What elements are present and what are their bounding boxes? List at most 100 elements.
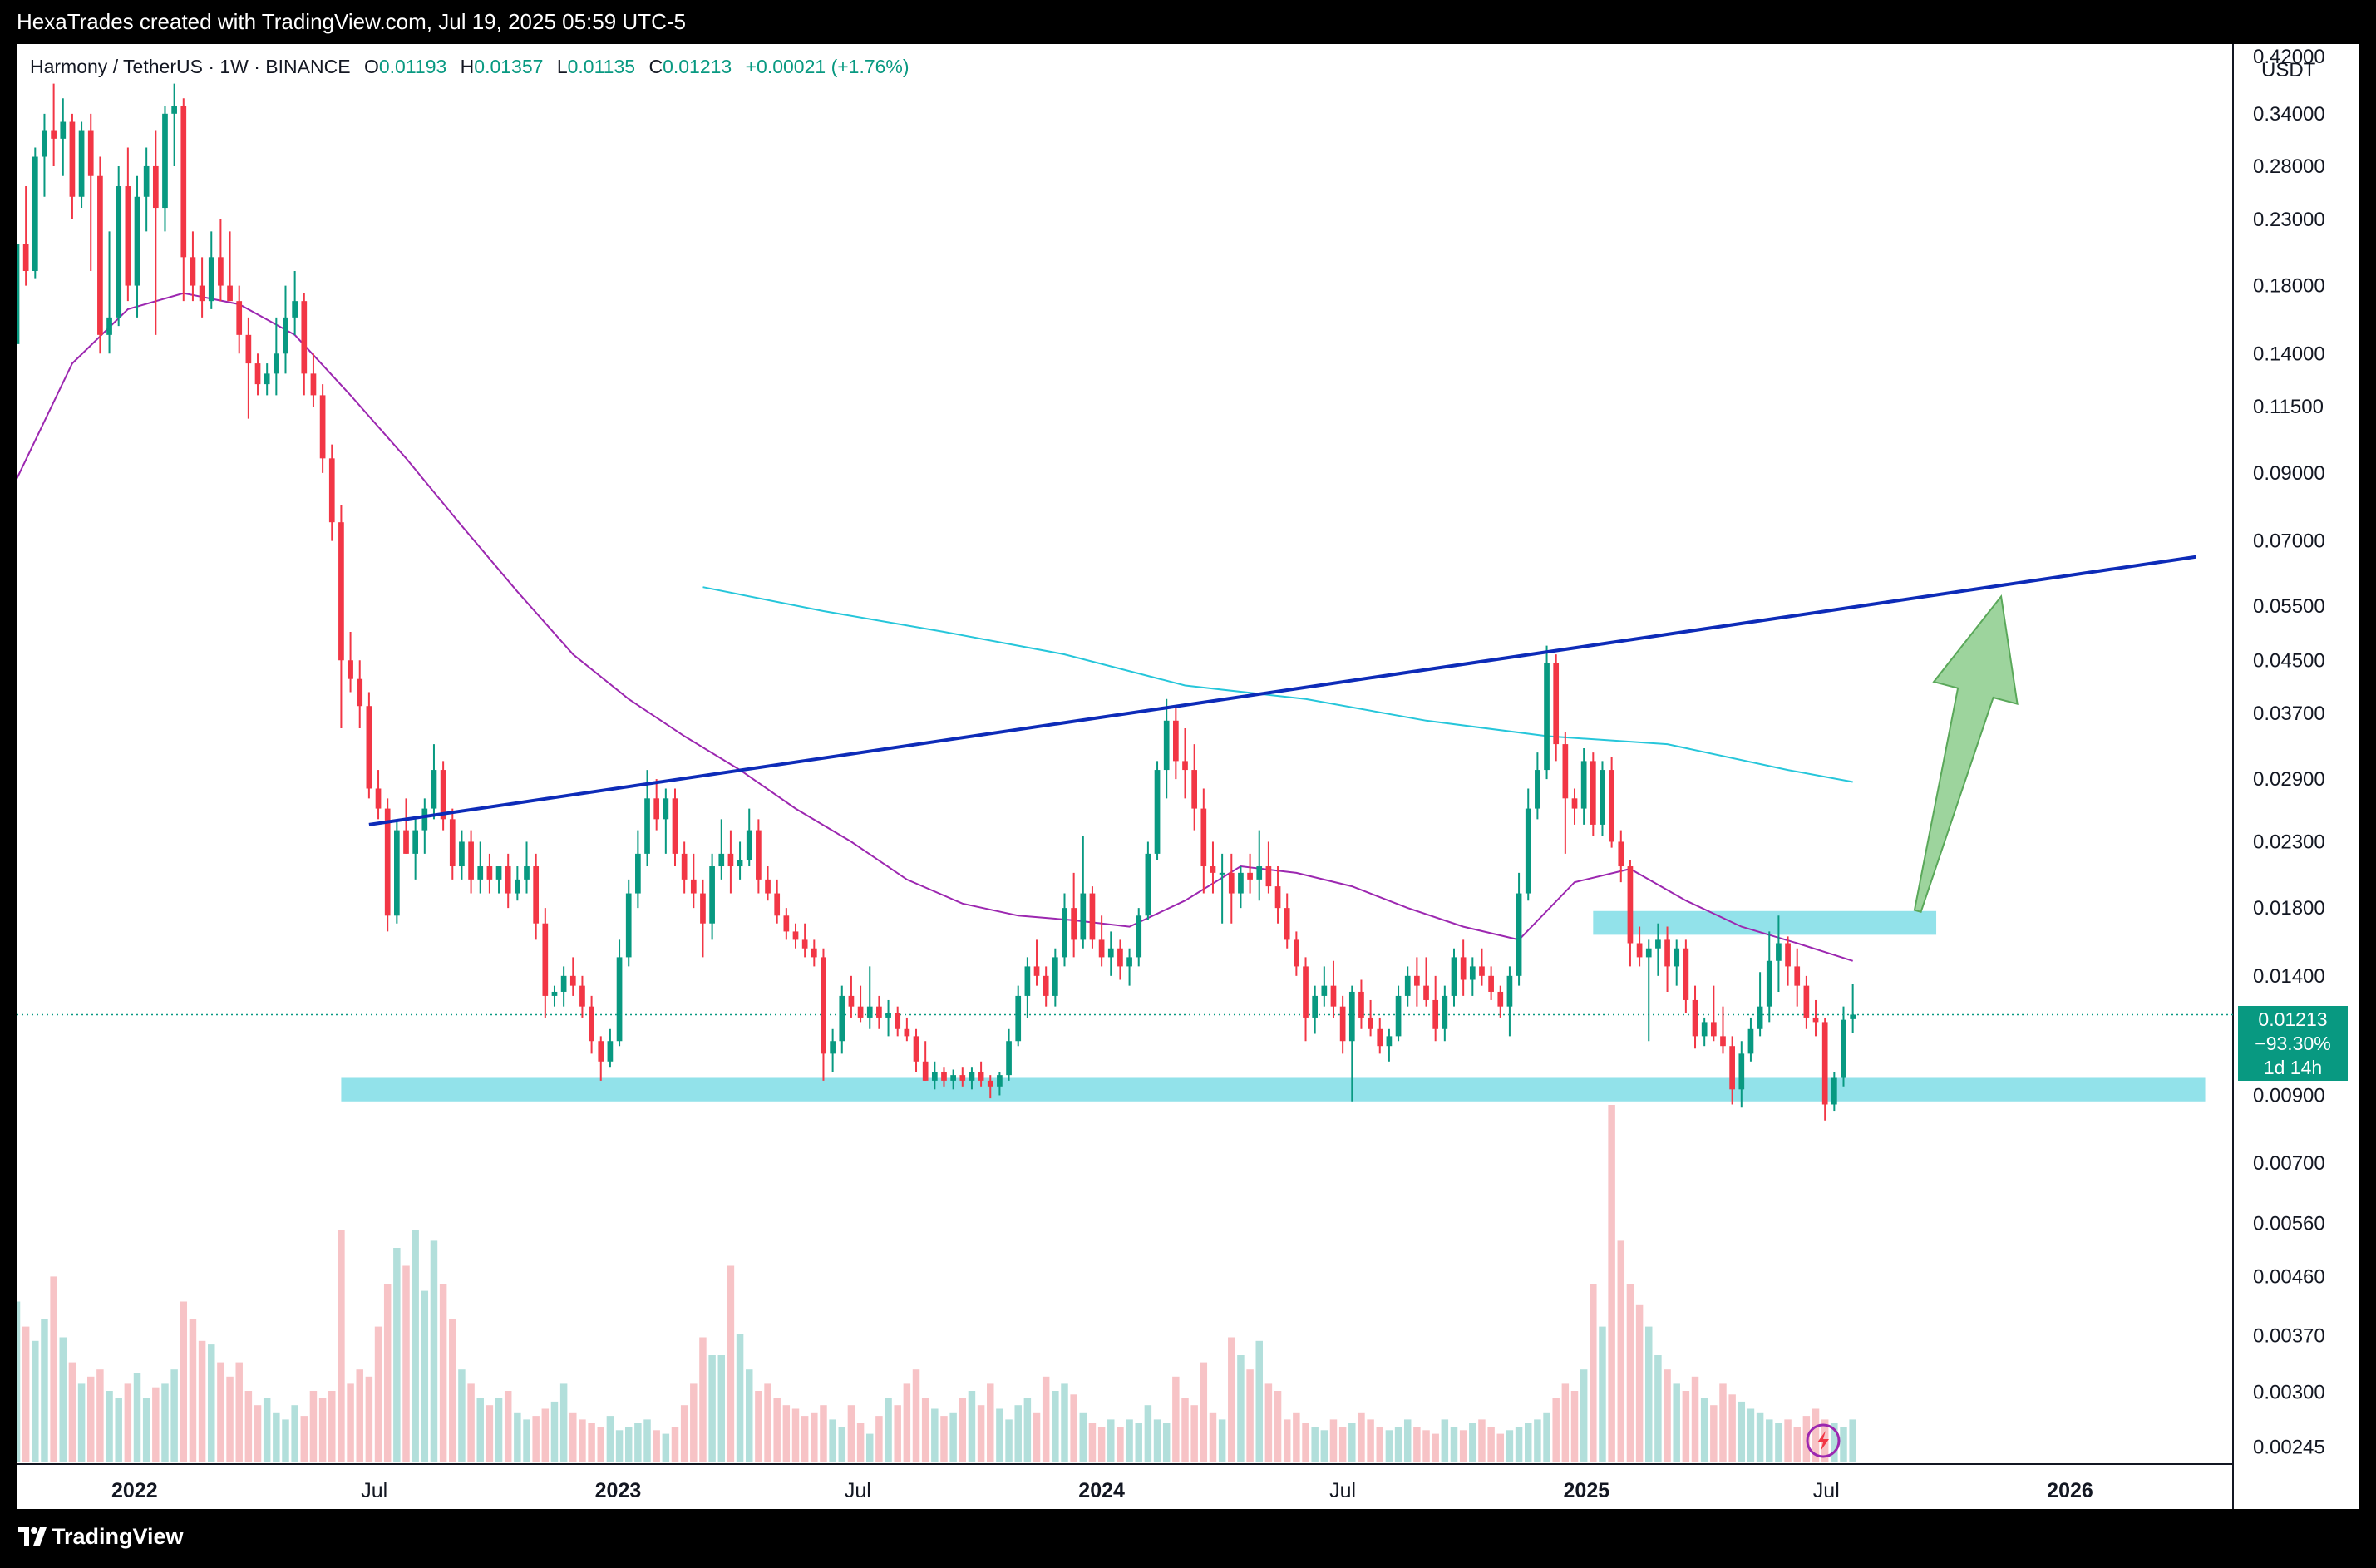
candle-body: [1580, 761, 1587, 809]
candle-body: [1544, 663, 1550, 771]
candle-body: [1479, 966, 1485, 976]
currency-button[interactable]: USDT: [2261, 59, 2316, 81]
candle-body: [328, 458, 335, 523]
volume-bar: [912, 1369, 920, 1462]
candle-body: [969, 1072, 975, 1081]
volume-bar: [1126, 1419, 1133, 1462]
volume-bar: [727, 1265, 735, 1462]
lightning-icon[interactable]: [1806, 1423, 1841, 1458]
candle-body: [421, 808, 428, 831]
candle-body: [839, 995, 845, 1042]
volume-bar: [458, 1369, 466, 1462]
candle-body: [1794, 966, 1801, 986]
candle-body: [1358, 991, 1364, 1018]
candle-body: [830, 1041, 836, 1054]
candle-body: [589, 1006, 594, 1042]
volume-bar: [624, 1427, 633, 1462]
projection-arrow: [1913, 594, 2019, 914]
volume-bar: [1023, 1398, 1032, 1462]
candle-body: [1609, 770, 1614, 842]
volume-bar: [365, 1376, 373, 1462]
price-tick-label: 0.04500: [2253, 649, 2325, 672]
volume-bar: [615, 1430, 624, 1462]
candle-body: [644, 798, 650, 854]
volume-bar: [1617, 1240, 1625, 1462]
volume-bar: [977, 1405, 985, 1462]
time-tick-label: 2025: [1564, 1479, 1610, 1502]
volume-bar: [1793, 1427, 1801, 1462]
volume-bar: [1181, 1398, 1189, 1462]
candle-body: [542, 923, 549, 996]
candle-body: [978, 1072, 984, 1081]
candle-body: [78, 130, 85, 197]
volume-bar: [921, 1398, 929, 1462]
volume-bar: [829, 1419, 836, 1462]
volume-bar: [1664, 1369, 1671, 1462]
volume-bar: [1561, 1383, 1570, 1462]
candle-body: [1377, 1028, 1383, 1047]
candle-body: [254, 363, 261, 385]
volume-bar: [1348, 1423, 1356, 1462]
candle-body: [22, 244, 29, 271]
price-tick-label: 0.00245: [2253, 1436, 2325, 1458]
volume-bar: [1654, 1355, 1662, 1462]
volume-bar: [1849, 1419, 1856, 1462]
candle-body: [1460, 957, 1467, 980]
volume-bar: [1840, 1427, 1847, 1462]
candle-body: [579, 985, 585, 1007]
candle-body: [97, 175, 103, 335]
candle-body: [412, 830, 419, 854]
candle-body: [1052, 957, 1058, 996]
price-tick-label: 0.02900: [2253, 768, 2325, 791]
candle-body: [941, 1072, 947, 1081]
candle-body: [357, 678, 363, 707]
candle-body: [152, 165, 159, 209]
candle-body: [1145, 853, 1151, 916]
candle-body: [1015, 995, 1022, 1042]
candle-body: [384, 808, 391, 916]
candle-body: [1785, 943, 1791, 967]
candle-body: [1191, 770, 1198, 809]
volume-bar: [968, 1391, 976, 1462]
candle-body: [515, 879, 520, 894]
volume-bar: [838, 1427, 846, 1462]
volume-bar: [189, 1319, 197, 1462]
volume-bar: [476, 1398, 484, 1462]
chart-frame[interactable]: 0.42000 0.34000 0.28000 0.23000 0.18000 0.140…: [17, 44, 2359, 1509]
volume-bar: [1441, 1419, 1449, 1462]
volume-bar: [318, 1398, 327, 1462]
volume-bar: [1747, 1408, 1755, 1462]
candle-body: [1071, 908, 1077, 940]
volume-bar: [338, 1230, 345, 1462]
high-value: 0.01357: [474, 56, 544, 77]
volume-bar: [1775, 1423, 1782, 1462]
price-tick-label: 0.00460: [2253, 1266, 2325, 1289]
candle-body: [1256, 866, 1263, 880]
volume-bar: [1682, 1391, 1690, 1462]
footer-brand: TradingView: [52, 1524, 184, 1549]
volume-bar: [115, 1398, 122, 1462]
volume-bar: [309, 1391, 318, 1462]
candle-body: [801, 939, 808, 949]
candle-body: [718, 853, 725, 867]
candle-body: [997, 1075, 1003, 1087]
candle-body: [625, 893, 632, 958]
candle-body: [1497, 991, 1504, 1007]
price-chart[interactable]: 0.42000 0.34000 0.28000 0.23000 0.18000 0.140…: [17, 44, 2359, 1509]
volume-bar: [1385, 1430, 1393, 1462]
candle-body: [1330, 985, 1337, 1007]
chart-attribution: HexaTrades created with TradingView.com,…: [17, 9, 686, 34]
candle-body: [1294, 939, 1299, 967]
volume-bar: [1042, 1376, 1050, 1462]
candle-body: [1766, 960, 1772, 1007]
volume-bar: [1413, 1427, 1421, 1462]
volume-bar: [22, 1326, 30, 1462]
volume-bar: [1079, 1412, 1087, 1462]
candle-body: [1321, 985, 1328, 996]
volume-bar: [68, 1362, 76, 1462]
volume-bar: [1097, 1427, 1106, 1462]
volume-bar: [569, 1412, 577, 1462]
volume-bar: [1756, 1412, 1764, 1462]
candle-body: [1821, 1022, 1828, 1105]
symbol-name: Harmony / TetherUS · 1W · BINANCE: [30, 56, 351, 77]
